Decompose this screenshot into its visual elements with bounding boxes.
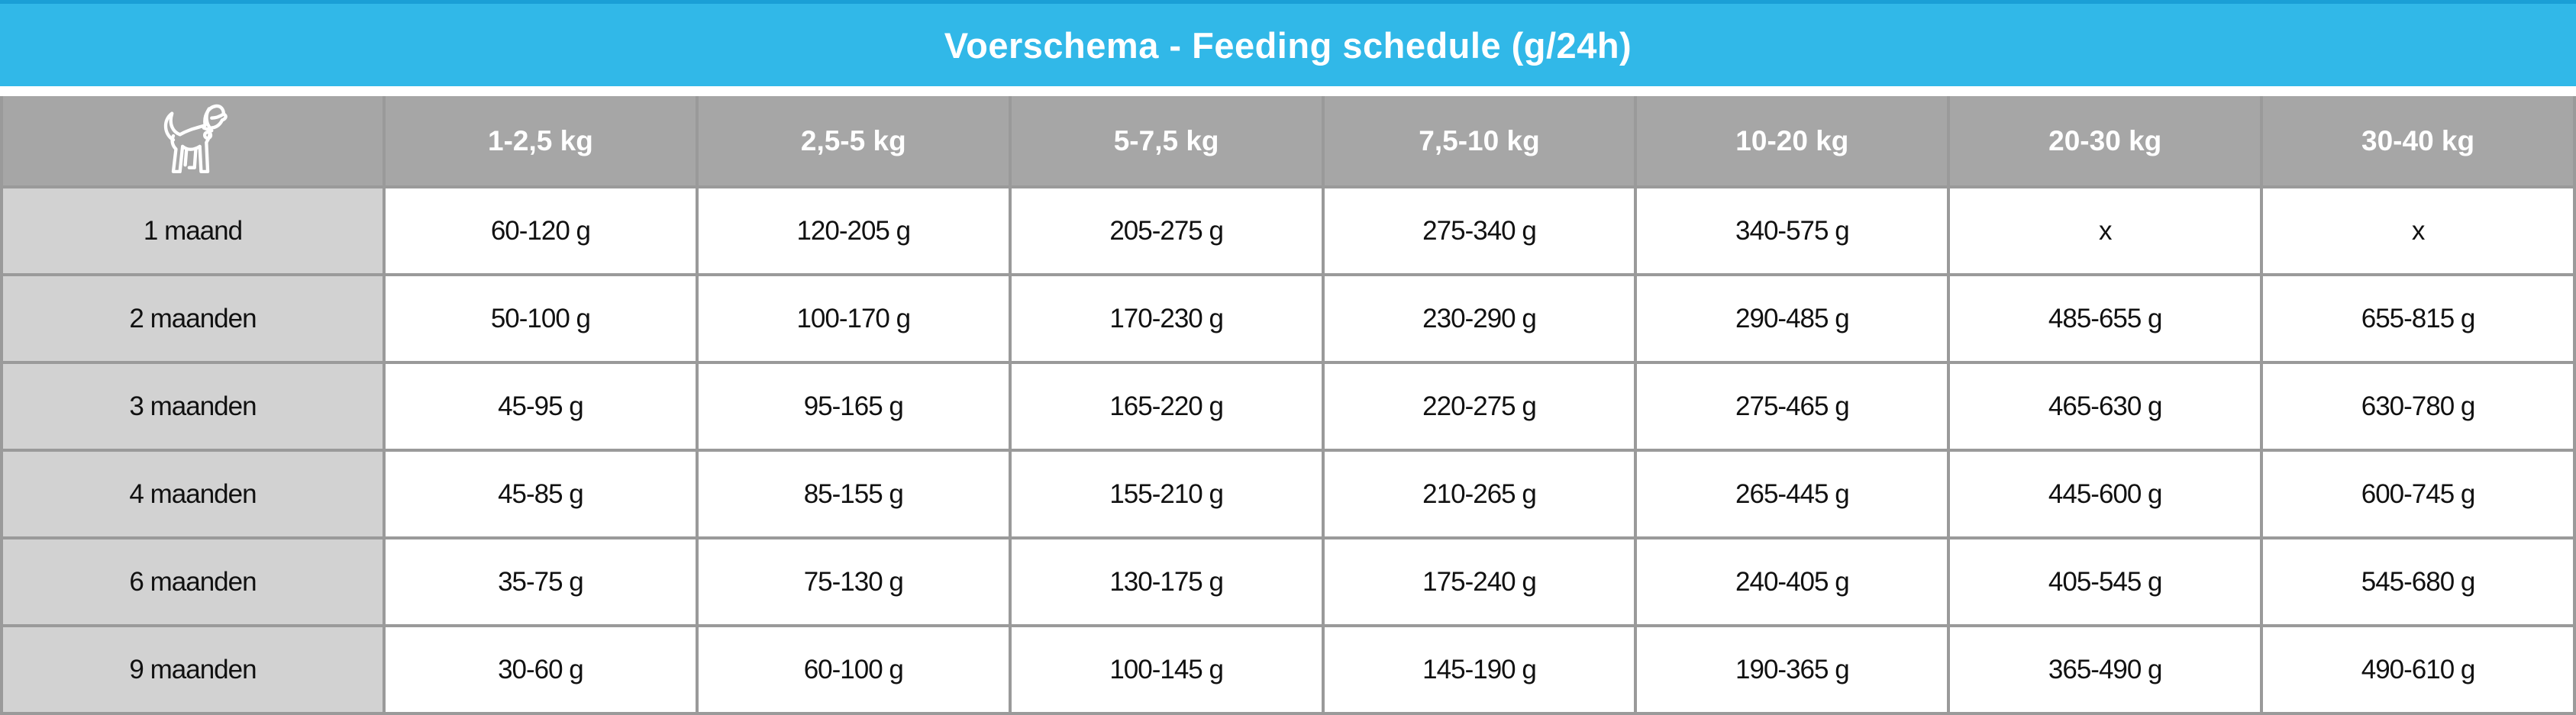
amount-cell: 45-95 g	[386, 364, 696, 449]
page-title: Voerschema - Feeding schedule (g/24h)	[944, 24, 1632, 66]
amount-cell: 30-60 g	[386, 627, 696, 712]
amount-cell: 490-610 g	[2263, 627, 2573, 712]
amount-cell: 170-230 g	[1011, 276, 1322, 361]
weight-header-4: 10-20 kg	[1637, 96, 1948, 185]
amount-cell: 155-210 g	[1011, 452, 1322, 536]
amount-cell: 100-145 g	[1011, 627, 1322, 712]
age-label-cell: 3 maanden	[3, 364, 383, 449]
amount-cell: 485-655 g	[1950, 276, 2261, 361]
amount-cell: 545-680 g	[2263, 539, 2573, 624]
weight-header-6: 30-40 kg	[2263, 96, 2573, 185]
age-label-cell: 1 maand	[3, 188, 383, 273]
age-label-cell: 4 maanden	[3, 452, 383, 536]
title-bar: Voerschema - Feeding schedule (g/24h)	[0, 0, 2576, 86]
age-label-cell: 9 maanden	[3, 627, 383, 712]
amount-cell: 50-100 g	[386, 276, 696, 361]
amount-cell: 240-405 g	[1637, 539, 1948, 624]
amount-cell: x	[1950, 188, 2261, 273]
feeding-table: 1-2,5 kg 2,5-5 kg 5-7,5 kg 7,5-10 kg 10-…	[0, 96, 2576, 715]
amount-cell: 100-170 g	[698, 276, 1009, 361]
weight-header-5: 20-30 kg	[1950, 96, 2261, 185]
weight-header-1: 2,5-5 kg	[698, 96, 1009, 185]
weight-header-2: 5-7,5 kg	[1011, 96, 1322, 185]
amount-cell: 230-290 g	[1324, 276, 1635, 361]
title-gap-divider	[0, 86, 2576, 96]
amount-cell: 120-205 g	[698, 188, 1009, 273]
amount-cell: 85-155 g	[698, 452, 1009, 536]
amount-cell: 340-575 g	[1637, 188, 1948, 273]
dog-icon	[163, 104, 228, 173]
amount-cell: 630-780 g	[2263, 364, 2573, 449]
amount-cell: 465-630 g	[1950, 364, 2261, 449]
table-corner-cell	[3, 96, 383, 185]
amount-cell: x	[2263, 188, 2573, 273]
amount-cell: 205-275 g	[1011, 188, 1322, 273]
amount-cell: 275-340 g	[1324, 188, 1635, 273]
amount-cell: 175-240 g	[1324, 539, 1635, 624]
weight-header-3: 7,5-10 kg	[1324, 96, 1635, 185]
amount-cell: 655-815 g	[2263, 276, 2573, 361]
amount-cell: 405-545 g	[1950, 539, 2261, 624]
amount-cell: 165-220 g	[1011, 364, 1322, 449]
age-label-cell: 6 maanden	[3, 539, 383, 624]
amount-cell: 190-365 g	[1637, 627, 1948, 712]
amount-cell: 600-745 g	[2263, 452, 2573, 536]
amount-cell: 275-465 g	[1637, 364, 1948, 449]
amount-cell: 290-485 g	[1637, 276, 1948, 361]
weight-header-0: 1-2,5 kg	[386, 96, 696, 185]
amount-cell: 220-275 g	[1324, 364, 1635, 449]
amount-cell: 130-175 g	[1011, 539, 1322, 624]
age-label-cell: 2 maanden	[3, 276, 383, 361]
amount-cell: 265-445 g	[1637, 452, 1948, 536]
amount-cell: 45-85 g	[386, 452, 696, 536]
amount-cell: 95-165 g	[698, 364, 1009, 449]
amount-cell: 145-190 g	[1324, 627, 1635, 712]
amount-cell: 210-265 g	[1324, 452, 1635, 536]
amount-cell: 445-600 g	[1950, 452, 2261, 536]
amount-cell: 35-75 g	[386, 539, 696, 624]
amount-cell: 60-100 g	[698, 627, 1009, 712]
amount-cell: 75-130 g	[698, 539, 1009, 624]
amount-cell: 365-490 g	[1950, 627, 2261, 712]
amount-cell: 60-120 g	[386, 188, 696, 273]
